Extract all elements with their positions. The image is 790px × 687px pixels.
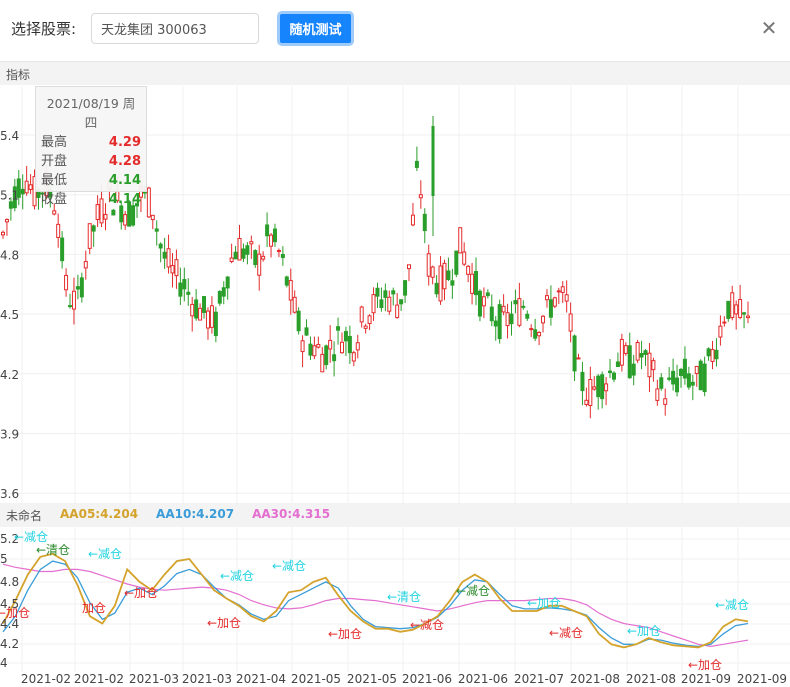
x-tick-label: 2021-06 [457, 672, 509, 686]
stock-input[interactable] [91, 13, 259, 44]
svg-text:5: 5 [0, 552, 8, 566]
tooltip: 2021/08/19 周四 最高 4.29 开盘 4.28 最低 4.14 收盘 4.1… [35, 86, 147, 207]
svg-text:4.4: 4.4 [0, 617, 19, 631]
signal-annotation: ←加仓 [527, 596, 561, 610]
svg-text:5.2: 5.2 [0, 532, 19, 546]
signal-annotation: ←减仓 [220, 569, 254, 583]
signal-annotation: ←清仓 [387, 590, 421, 604]
top-bar: 选择股票: 随机测试 ✕ [0, 0, 790, 60]
signal-annotation: ←减仓 [272, 559, 306, 573]
signal-annotation: ←减仓 [410, 618, 444, 632]
svg-text:4.2: 4.2 [0, 637, 19, 651]
tooltip-row: 开盘 4.28 [41, 154, 141, 169]
svg-text:5.4: 5.4 [0, 129, 19, 143]
svg-text:4: 4 [0, 656, 8, 670]
signal-annotation: ←减仓 [715, 598, 749, 612]
svg-text:3.6: 3.6 [0, 487, 19, 501]
candlestick-chart[interactable]: 5.4 5.1 4.8 4.5 4.2 3.9 3.6 [0, 86, 790, 503]
signal-annotation: ←清仓 [36, 543, 70, 557]
signal-annotation: ←减仓 [549, 626, 583, 640]
close-icon[interactable]: ✕ [760, 16, 778, 40]
signal-annotation: ←减仓 [456, 584, 490, 598]
signal-annotation: ←减仓 [14, 530, 48, 544]
svg-text:4.2: 4.2 [0, 368, 19, 382]
x-tick-label: 2021-02 [73, 672, 125, 686]
signal-annotation: 加仓 [82, 601, 106, 615]
signal-annotation: ←加仓 [0, 606, 30, 620]
aa10-legend: AA10:4.207 [156, 507, 235, 521]
aa05-legend: AA05:4.204 [60, 507, 139, 521]
select-stock-label: 选择股票: [11, 20, 77, 38]
main-chart-header: 指标 [0, 61, 790, 85]
signal-annotation: ←减仓 [88, 547, 122, 561]
tooltip-row: 收盘 4.14 [41, 192, 141, 207]
x-tick-label: 2021-03 [181, 672, 233, 686]
svg-text:3.9: 3.9 [0, 428, 19, 442]
tooltip-row: 最高 4.29 [41, 135, 141, 150]
indicator-title: 未命名 [6, 509, 43, 523]
svg-text:4.8: 4.8 [0, 248, 19, 262]
indicator-chart[interactable]: 5.254.84.54.44.24←减仓←清仓 ←减仓←加仓加仓←加仓←减仓←减仓… [0, 527, 790, 672]
x-tick-label: 2021-04 [235, 672, 287, 686]
svg-text:4.5: 4.5 [0, 308, 19, 322]
svg-text:5.1: 5.1 [0, 189, 19, 203]
svg-text:4.8: 4.8 [0, 575, 19, 589]
svg-text:4.5: 4.5 [0, 597, 19, 611]
x-tick-label: 2021-08 [569, 672, 621, 686]
signal-annotation: ←加仓 [627, 624, 661, 638]
tooltip-date: 2021/08/19 周四 [46, 96, 136, 130]
random-test-button[interactable]: 随机测试 [277, 11, 354, 46]
x-tick-label: 2021-08 [625, 672, 677, 686]
x-tick-label: 2021-09 [736, 672, 788, 686]
signal-annotation: ←加仓 [328, 627, 362, 641]
x-tick-label: 2021-05 [290, 672, 342, 686]
x-tick-label: 2021-05 [346, 672, 398, 686]
main-chart-title: 指标 [6, 68, 31, 82]
x-tick-label: 2021-02 [20, 672, 72, 686]
x-tick-label: 2021-03 [128, 672, 180, 686]
x-tick-label: 2021-07 [513, 672, 565, 686]
indicator-header: 未命名 AA05:4.204 AA10:4.207 AA30:4.315 [0, 503, 790, 527]
signal-annotation: ←加仓 [124, 586, 158, 600]
x-axis: 2021-02 2021-02 2021-03 2021-03 2021-04 2021-… [0, 672, 790, 687]
tooltip-row: 最低 4.14 [41, 173, 141, 188]
x-tick-label: 2021-06 [401, 672, 453, 686]
signal-annotation: ←加仓 [688, 658, 722, 672]
signal-annotation: ←加仓 [207, 616, 241, 630]
aa30-legend: AA30:4.315 [252, 507, 331, 521]
x-tick-label: 2021-09 [680, 672, 732, 686]
